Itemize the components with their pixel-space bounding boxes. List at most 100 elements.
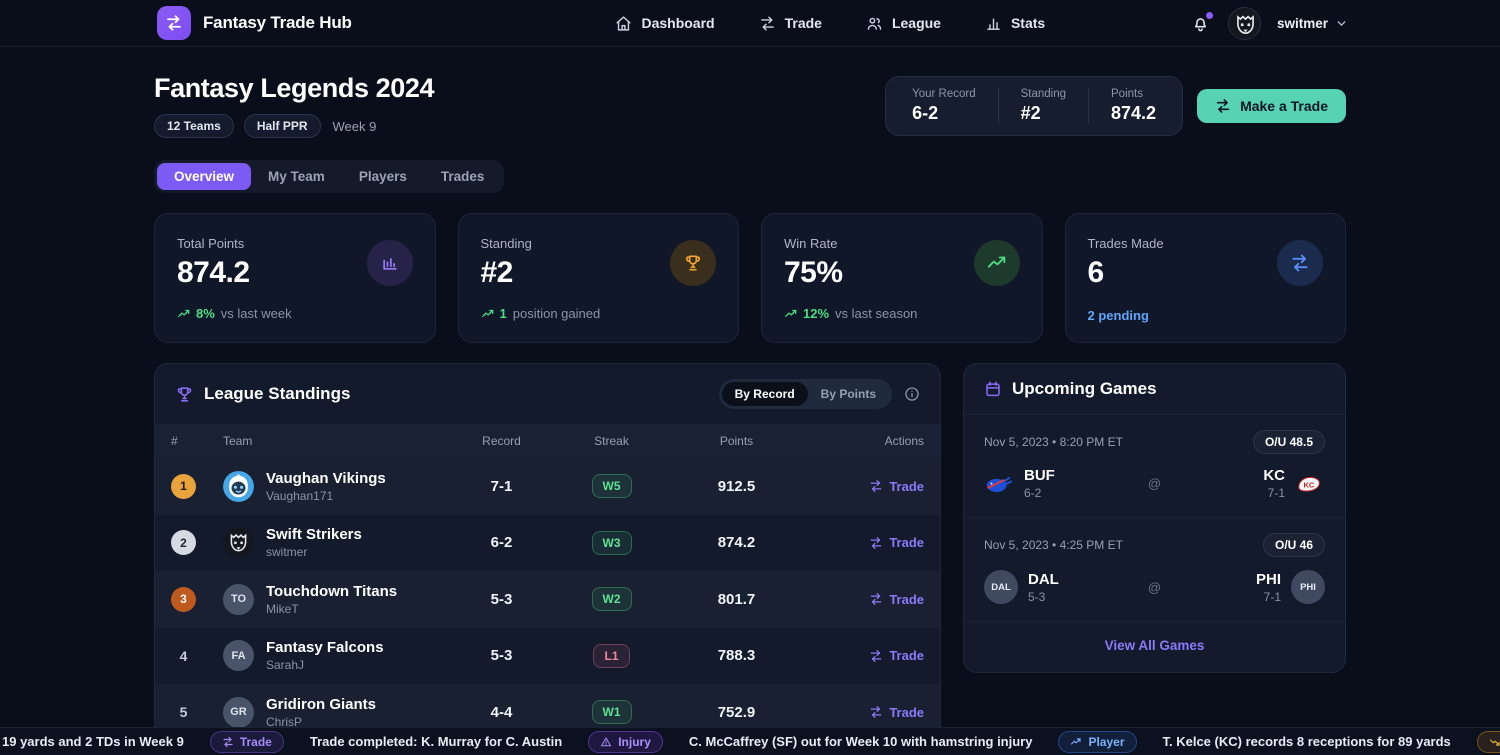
standings-column-headers: # Team Record Streak Points Actions [155, 424, 940, 458]
stat-label: Trades Made [1087, 236, 1164, 251]
ticker-text: 19 yards and 2 TDs in Week 9 [2, 734, 184, 749]
news-ticker: 19 yards and 2 TDs in Week 9 Trade Trade… [0, 727, 1500, 755]
brand-logo-swap-icon [157, 6, 191, 40]
home-team: KC 7-1 KC [1263, 467, 1325, 500]
bar-chart-icon [366, 240, 413, 286]
delta-note: vs last week [220, 306, 292, 321]
stat-value: #2 [480, 256, 514, 289]
trade-label: Trade [889, 591, 924, 607]
trade-action-button[interactable]: Trade [869, 705, 924, 720]
notifications-bell-icon[interactable] [1189, 11, 1213, 35]
stat-value: 6-2 [912, 103, 939, 123]
user-name: switmer [1276, 15, 1328, 31]
game-dal-at-phi: Nov 5, 2023 • 4:25 PM ET O/U 46 DAL DAL … [964, 517, 1345, 621]
team-record: 6-2 [490, 534, 513, 552]
stat-card-standing: Standing #2 1 position gained [457, 213, 739, 343]
tab-trades[interactable]: Trades [440, 169, 485, 184]
ticker-item: 19 yards and 2 TDs in Week 9 [2, 734, 184, 749]
chiefs-logo-icon: KC [1295, 473, 1325, 495]
rank-number: 5 [179, 704, 188, 721]
calendar-icon [984, 380, 1002, 398]
trade-action-button[interactable]: Trade [869, 479, 924, 494]
rank-badge: 3 [171, 586, 196, 612]
nav-item-trade[interactable]: Trade [759, 15, 822, 32]
user-menu[interactable]: switmer [1277, 16, 1348, 31]
delta-value: 12% [803, 306, 830, 321]
tab-overview[interactable]: Overview [157, 163, 252, 190]
streak-badge: W5 [591, 474, 632, 499]
toggle-by-record[interactable]: By Record [721, 382, 808, 406]
panel-title: League Standings [204, 384, 351, 403]
nav-item-dashboard[interactable]: Dashboard [615, 15, 715, 32]
team-owner: SarahJ [266, 658, 305, 673]
trade-action-button[interactable]: Trade [869, 648, 924, 663]
badge-label: Player [1088, 734, 1125, 749]
view-tabs: Overview My Team Players Trades [154, 160, 505, 193]
delta-value: 1 [499, 306, 507, 321]
toggle-by-points[interactable]: By Points [820, 387, 876, 401]
team-points: 788.3 [717, 647, 756, 665]
standings-sort-toggle: By Record By Points [718, 379, 892, 409]
at-separator: @ [1147, 476, 1162, 491]
trade-badge: Trade [209, 730, 284, 753]
week-label: Week 9 [332, 118, 377, 134]
streak-badge: L1 [593, 643, 630, 668]
team-points: 874.2 [717, 534, 756, 552]
team-avatar-mascot [223, 527, 254, 559]
standings-row-vaughan-vikings: 1 Vaughan Vikings Vaughan171 7-1 W5 912.… [155, 458, 940, 515]
ticker-item: Injury C. McCaffrey (SF) out for Week 10… [588, 730, 1032, 753]
team-owner: Vaughan171 [266, 488, 334, 503]
top-navbar: Fantasy Trade Hub Dashboard Trade League… [0, 0, 1500, 47]
stat-label: Points [1111, 88, 1143, 100]
home-team: PHI 7-1 PHI [1256, 570, 1325, 604]
main-nav: Dashboard Trade League Stats [495, 15, 1045, 32]
team-avatar-initials: TO [223, 583, 254, 615]
col-rank: # [171, 434, 178, 448]
bills-logo-icon [984, 473, 1014, 495]
team-abbr: PHI [1255, 570, 1281, 588]
stat-label: Standing [1020, 88, 1067, 100]
team-points: 912.5 [717, 477, 756, 495]
users-icon [866, 15, 883, 32]
ticker-item: Trade Trade completed: K. Murray for C. … [209, 730, 563, 753]
notification-dot [1205, 11, 1213, 19]
brand[interactable]: Fantasy Trade Hub [157, 6, 352, 40]
league-standings-panel: League Standings By Record By Points # T… [154, 363, 941, 742]
over-under-badge: O/U 46 [1262, 533, 1325, 557]
ticker-text: Trade completed: K. Murray for C. Austin [309, 734, 563, 749]
team-owner: switmer [266, 545, 308, 560]
your-record-stat: Your Record 6-2 [890, 88, 998, 124]
team-points: 801.7 [717, 590, 756, 608]
nav-item-league[interactable]: League [866, 15, 941, 32]
view-all-games-link[interactable]: View All Games [1104, 638, 1205, 653]
make-a-trade-button[interactable]: Make a Trade [1197, 89, 1346, 123]
team-owner: MikeT [266, 601, 299, 616]
trophy-icon [670, 240, 716, 286]
ticker-item: Player T. Kelce (KC) records 8 reception… [1058, 730, 1451, 753]
rank-badge: 1 [171, 473, 196, 499]
tab-players[interactable]: Players [358, 169, 407, 184]
svg-text:KC: KC [1303, 480, 1314, 489]
stat-value: 874.2 [1111, 103, 1157, 123]
team-record: 7-1 [490, 477, 513, 495]
tab-my-team[interactable]: My Team [268, 169, 325, 184]
rank-badge: 2 [171, 530, 196, 556]
delta-value: 8% [196, 306, 215, 321]
info-icon[interactable] [904, 386, 920, 402]
standings-row-touchdown-titans: 3 TO Touchdown Titans MikeT 5-3 W2 801.7… [155, 571, 940, 628]
nav-item-stats[interactable]: Stats [985, 15, 1045, 32]
badge-label: Trade [239, 734, 272, 749]
col-record: Record [482, 434, 521, 448]
trending-up-icon: 12% [784, 306, 829, 321]
nav-right: switmer [1189, 6, 1348, 40]
trade-action-button[interactable]: Trade [869, 535, 924, 550]
away-team: BUF 6-2 [984, 467, 1055, 500]
bar-chart-icon [985, 15, 1002, 32]
nav-label: Trade [784, 15, 822, 31]
trade-action-button[interactable]: Trade [869, 592, 924, 607]
swap-icon [222, 736, 234, 748]
stat-label: Total Points [177, 236, 245, 251]
nav-label: Dashboard [641, 15, 715, 31]
upcoming-games-panel: Upcoming Games Nov 5, 2023 • 8:20 PM ET … [963, 363, 1346, 673]
user-avatar[interactable] [1227, 6, 1261, 40]
